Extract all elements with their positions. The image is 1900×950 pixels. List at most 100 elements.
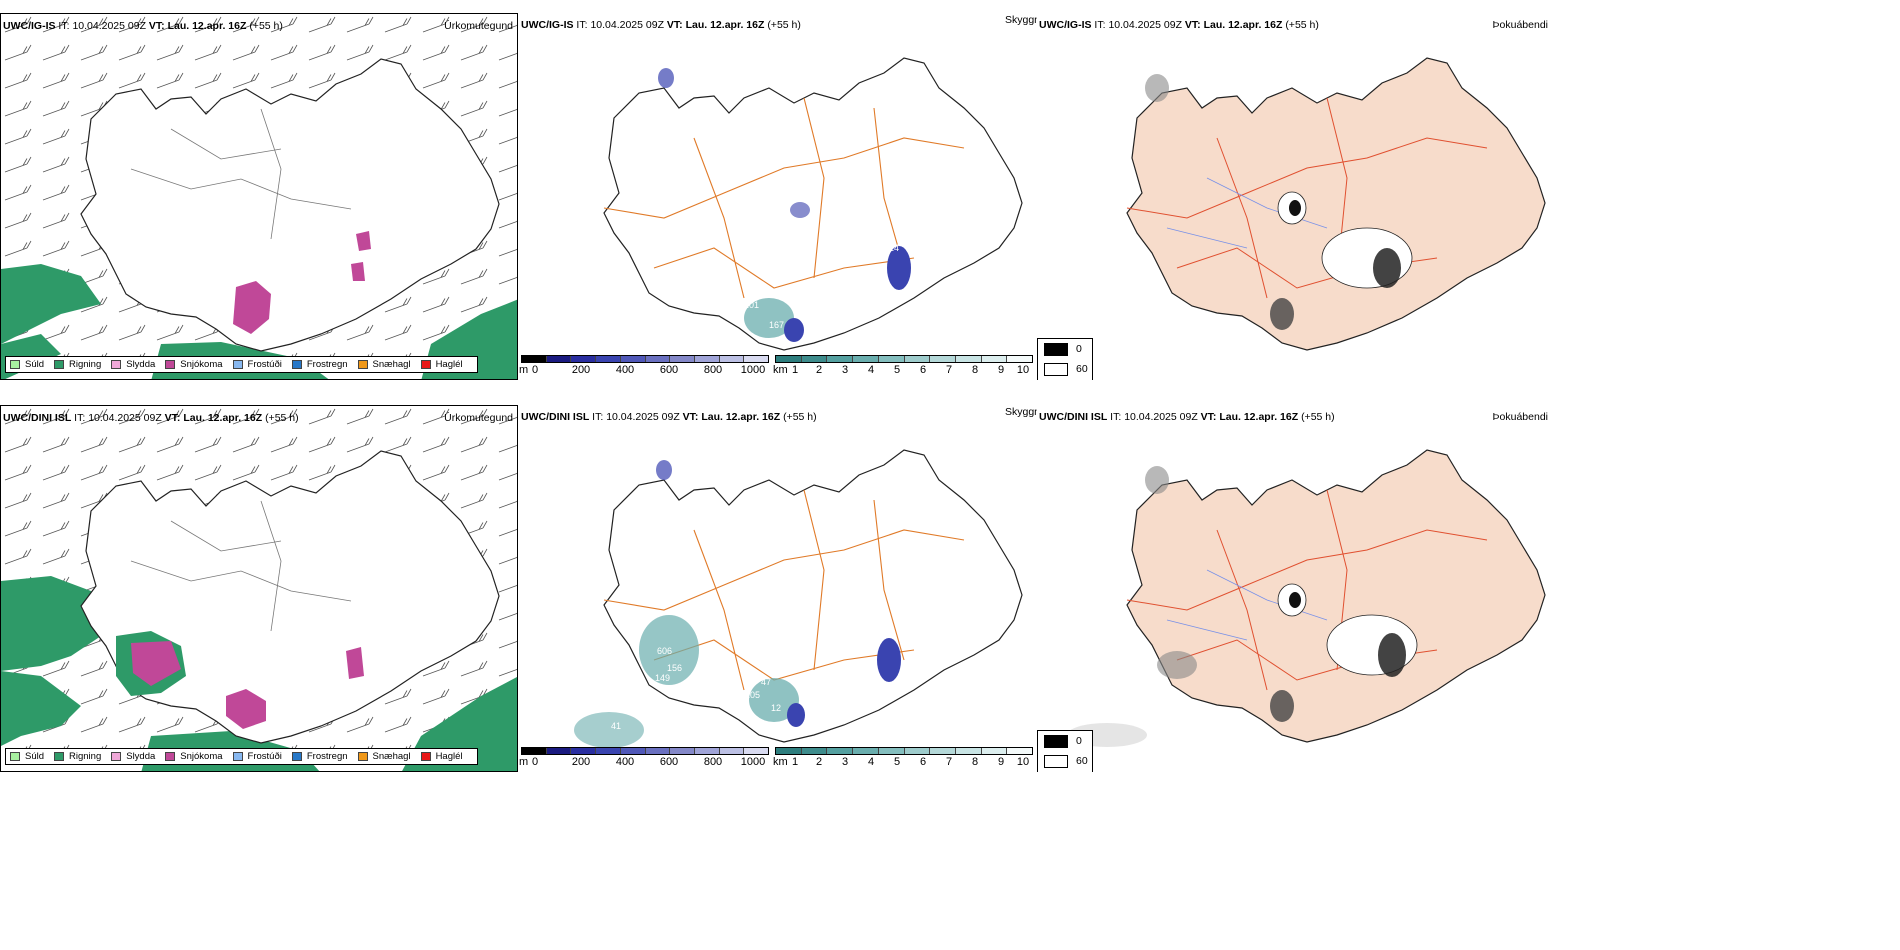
legend-item: Slydda bbox=[111, 359, 155, 370]
cloud-number: 24 bbox=[889, 243, 900, 253]
legend-item: Frostúði bbox=[232, 751, 282, 762]
legend-item: 0 bbox=[1038, 731, 1092, 751]
legend-swatch bbox=[54, 360, 65, 369]
legend-item: 0 bbox=[1038, 339, 1092, 359]
fog-legend: 0 60 bbox=[1037, 338, 1093, 380]
legend-item: Frostregn bbox=[291, 359, 348, 370]
legend-item: 60 bbox=[1038, 359, 1092, 379]
visibility-scale-bar bbox=[775, 747, 1033, 755]
height-scale-bar bbox=[521, 355, 769, 363]
precip-legend: Súld Rigning Slydda Snjókoma Frostúði Fr… bbox=[5, 748, 478, 765]
legend-swatch bbox=[1044, 342, 1068, 356]
cloud-title: Skyggni bbox=[1005, 14, 1043, 26]
visibility-scale: km 1 2 3 4 5 6 7 8 9 10 bbox=[773, 747, 1033, 772]
height-unit: m bbox=[519, 364, 529, 376]
legend-swatch bbox=[357, 752, 368, 761]
legend-swatch bbox=[10, 752, 20, 761]
cloud-number: 2 bbox=[645, 71, 651, 81]
height-ticks: 0 200 400 600 800 1000 bbox=[531, 756, 766, 768]
fog-map bbox=[1067, 449, 1546, 747]
legend-swatch bbox=[165, 360, 176, 369]
legend-item: Frostúði bbox=[232, 359, 282, 370]
legend-item: Rigning bbox=[54, 359, 101, 370]
legend-swatch bbox=[111, 360, 122, 369]
cloud-number: 10 bbox=[911, 607, 922, 617]
panel-title: Þokuábendi bbox=[1492, 19, 1548, 31]
snow-area bbox=[226, 689, 266, 729]
legend-swatch bbox=[420, 360, 431, 369]
rain-area bbox=[1, 576, 111, 671]
legend-swatch bbox=[291, 752, 302, 761]
cloud-number: 105 bbox=[745, 690, 761, 700]
panel-header: UWC/DINI ISL IT: 10.04.2025 09Z VT: Lau.… bbox=[3, 412, 299, 424]
snow-area bbox=[233, 281, 271, 334]
legend-item: Rigning bbox=[54, 751, 101, 762]
cloud-number: 101 bbox=[744, 300, 760, 310]
legend-swatch bbox=[111, 752, 122, 761]
legend-swatch bbox=[10, 360, 20, 369]
legend-item: Snæhagl bbox=[357, 359, 411, 370]
fog-panel-row2: UWC/DINI ISL IT: 10.04.2025 09Z VT: Lau.… bbox=[1037, 405, 1552, 772]
precip-panel-row2: UWC/DINI ISL IT: 10.04.2025 09Z VT: Lau.… bbox=[0, 405, 518, 772]
panel-title: Úrkomutegund bbox=[444, 412, 513, 424]
legend-swatch bbox=[232, 752, 243, 761]
legend-swatch bbox=[1044, 362, 1068, 376]
rain-area bbox=[1, 264, 101, 344]
cloud-number: 58 bbox=[869, 277, 880, 287]
cloud-map bbox=[603, 57, 1023, 351]
cloud-number: 149 bbox=[655, 673, 671, 683]
cloud-number: 53 bbox=[867, 667, 878, 677]
fog-panel-row1: UWC/IG-IS IT: 10.04.2025 09Z VT: Lau. 12… bbox=[1037, 13, 1552, 380]
legend-item: 60 bbox=[1038, 751, 1092, 771]
legend-item: Haglél bbox=[420, 751, 463, 762]
panel-header: UWC/IG-IS IT: 10.04.2025 09Z VT: Lau. 12… bbox=[3, 20, 283, 32]
cloud-panel-row2: 606 156 149 47 105 12 53 10 41 3 UWC/DIN… bbox=[519, 405, 1034, 772]
cloud-base-height-scale: m 0 200 400 600 800 1000 bbox=[519, 355, 769, 380]
legend-item: Slydda bbox=[111, 751, 155, 762]
legend-swatch bbox=[54, 752, 65, 761]
fog-legend: 0 60 bbox=[1037, 730, 1093, 772]
panel-header: UWC/DINI ISL IT: 10.04.2025 09Z VT: Lau.… bbox=[521, 411, 817, 423]
precip-map bbox=[1, 14, 517, 379]
panel-title: Úrkomutegund bbox=[444, 20, 513, 32]
panel-title: Þokuábendi bbox=[1492, 411, 1548, 423]
visibility-unit: km bbox=[773, 756, 788, 768]
legend-item: Frostregn bbox=[291, 751, 348, 762]
legend-item: Súld bbox=[10, 359, 44, 370]
legend-swatch bbox=[1044, 734, 1068, 748]
legend-swatch bbox=[420, 752, 431, 761]
precip-panel-row1: UWC/IG-IS IT: 10.04.2025 09Z VT: Lau. 12… bbox=[0, 13, 518, 380]
cloud-number: 400 bbox=[764, 290, 780, 300]
cloud-number: 41 bbox=[611, 721, 622, 731]
cloud-number: 19 bbox=[777, 204, 788, 214]
panel-header: UWC/DINI ISL IT: 10.04.2025 09Z VT: Lau.… bbox=[1039, 411, 1335, 423]
legend-swatch bbox=[357, 360, 368, 369]
visibility-ticks: 1 2 3 4 5 6 7 8 9 10 bbox=[791, 364, 1030, 376]
snow-area bbox=[356, 231, 371, 251]
snow-area bbox=[351, 262, 365, 281]
visibility-scale: km 1 2 3 4 5 6 7 8 9 10 bbox=[773, 355, 1033, 380]
legend-swatch bbox=[1044, 754, 1068, 768]
visibility-scale-bar bbox=[775, 355, 1033, 363]
cloud-title: Skyggni bbox=[1005, 406, 1043, 418]
legend-swatch bbox=[165, 752, 176, 761]
legend-item: Súld bbox=[10, 751, 44, 762]
height-scale-bar bbox=[521, 747, 769, 755]
precip-map bbox=[1, 406, 517, 771]
fog-map bbox=[1126, 57, 1546, 351]
snow-area bbox=[131, 641, 181, 686]
legend-item: Snjókoma bbox=[165, 751, 223, 762]
visibility-unit: km bbox=[773, 364, 788, 376]
panel-header: UWC/IG-IS IT: 10.04.2025 09Z VT: Lau. 12… bbox=[521, 19, 801, 31]
cloud-base-height-scale: m 0 200 400 600 800 1000 bbox=[519, 747, 769, 772]
legend-swatch bbox=[291, 360, 302, 369]
precip-legend: Súld Rigning Slydda Snjókoma Frostúði Fr… bbox=[5, 356, 478, 373]
snow-area bbox=[346, 647, 364, 679]
cloud-number: 3 bbox=[643, 463, 649, 473]
legend-item: Snæhagl bbox=[357, 751, 411, 762]
cloud-number: 12 bbox=[771, 703, 782, 713]
legend-item: Haglél bbox=[420, 359, 463, 370]
cloud-map bbox=[574, 449, 1023, 748]
cloud-number: 606 bbox=[657, 646, 673, 656]
height-unit: m bbox=[519, 756, 529, 768]
